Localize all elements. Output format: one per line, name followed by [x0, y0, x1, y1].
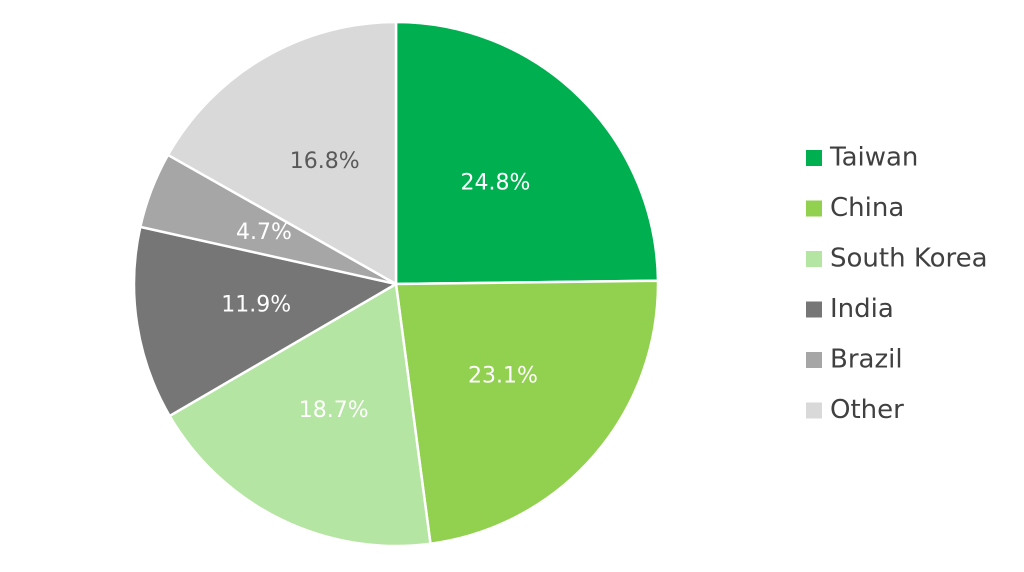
legend-label: Other — [830, 395, 904, 425]
slice-label: 23.1% — [468, 364, 538, 389]
pie-slice — [167, 281, 432, 548]
pie-slice — [166, 20, 398, 287]
legend-swatch — [806, 200, 822, 217]
slice-label: 4.7% — [236, 220, 292, 245]
legend-swatch — [806, 352, 822, 368]
legend-swatch — [806, 251, 822, 267]
slice-label: 16.8% — [290, 149, 360, 174]
legend-swatch — [806, 150, 822, 166]
legend-label: Taiwan — [829, 143, 918, 173]
slice-label: 24.8% — [460, 170, 530, 195]
slice-label: 18.7% — [299, 398, 369, 423]
legend-label: India — [830, 294, 894, 324]
pie-slice — [394, 20, 660, 286]
pie-slice — [394, 279, 660, 546]
legend-swatch — [806, 301, 822, 318]
legend-label: South Korea — [830, 244, 988, 274]
pie-slice — [132, 225, 400, 418]
slice-label: 11.9% — [221, 293, 291, 318]
legend-label: Brazil — [830, 345, 903, 375]
legend-swatch — [806, 402, 822, 419]
legend-label: China — [830, 193, 904, 223]
